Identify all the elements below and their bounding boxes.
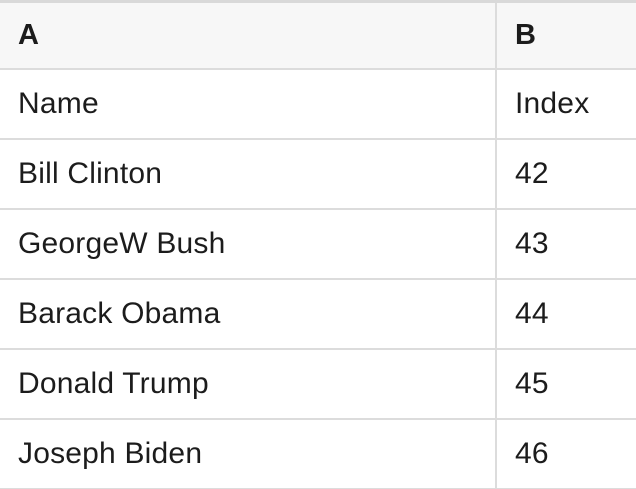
cell-b2[interactable]: 42: [515, 157, 549, 190]
cell-b6[interactable]: 46: [515, 437, 549, 470]
cell-a3-georgew-bush[interactable]: GeorgeW Bush: [0, 210, 497, 278]
cell-a4-barack-obama[interactable]: Barack Obama: [0, 280, 497, 348]
column-header-row: A B: [0, 3, 636, 70]
cell-b1-index[interactable]: Index: [515, 87, 590, 120]
table-row: Barack Obama 44: [0, 280, 636, 350]
cell-a5-donald-trump[interactable]: Donald Trump: [0, 350, 497, 418]
column-header-b[interactable]: B: [515, 19, 537, 51]
cell-a6-joseph-biden[interactable]: Joseph Biden: [0, 420, 497, 488]
cell-b5[interactable]: 45: [515, 367, 549, 400]
table-row: Name Index: [0, 70, 636, 140]
table-row: Donald Trump 45: [0, 350, 636, 420]
cell-a2-bill-clinton[interactable]: Bill Clinton: [0, 140, 497, 208]
cell-b3[interactable]: 43: [515, 227, 549, 260]
table-row: Bill Clinton 42: [0, 140, 636, 210]
table-row: GeorgeW Bush 43: [0, 210, 636, 280]
cell-a1-name[interactable]: Name: [0, 70, 497, 138]
table-row: Joseph Biden 46: [0, 420, 636, 489]
column-header-a[interactable]: A: [0, 3, 497, 68]
cell-b4[interactable]: 44: [515, 297, 549, 330]
